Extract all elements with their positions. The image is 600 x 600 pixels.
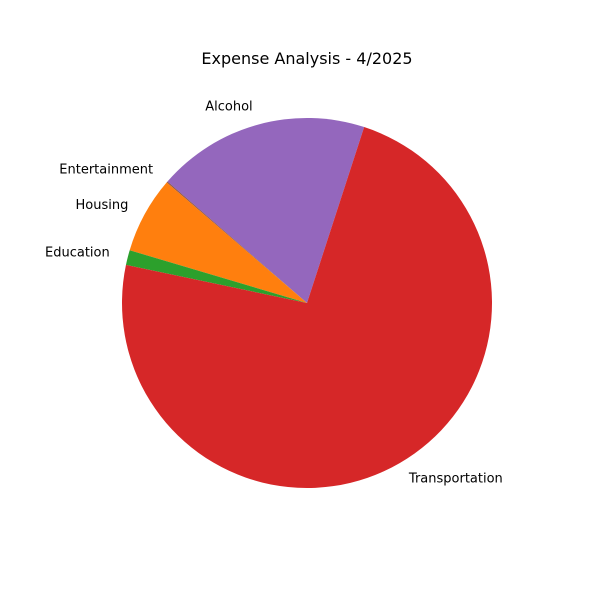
pie-slice-alcohol — [167, 118, 365, 303]
pie-slice-housing — [129, 182, 307, 303]
pie-label-housing: Housing — [76, 198, 129, 213]
pie-slices — [122, 118, 493, 489]
pie-label-alcohol: Alcohol — [205, 99, 252, 114]
pie-label-transportation: Transportation — [408, 472, 503, 487]
pie-slice-entertainment — [166, 181, 307, 303]
pie-labels: Alcohol Entertainment Housing Education Tran… — [45, 99, 503, 486]
pie-label-entertainment: Entertainment — [59, 162, 153, 177]
pie-slice-transportation — [122, 127, 493, 489]
pie-slice-education — [125, 250, 308, 303]
pie-label-education: Education — [45, 246, 110, 261]
chart-title: Expense Analysis - 4/2025 — [201, 49, 412, 68]
